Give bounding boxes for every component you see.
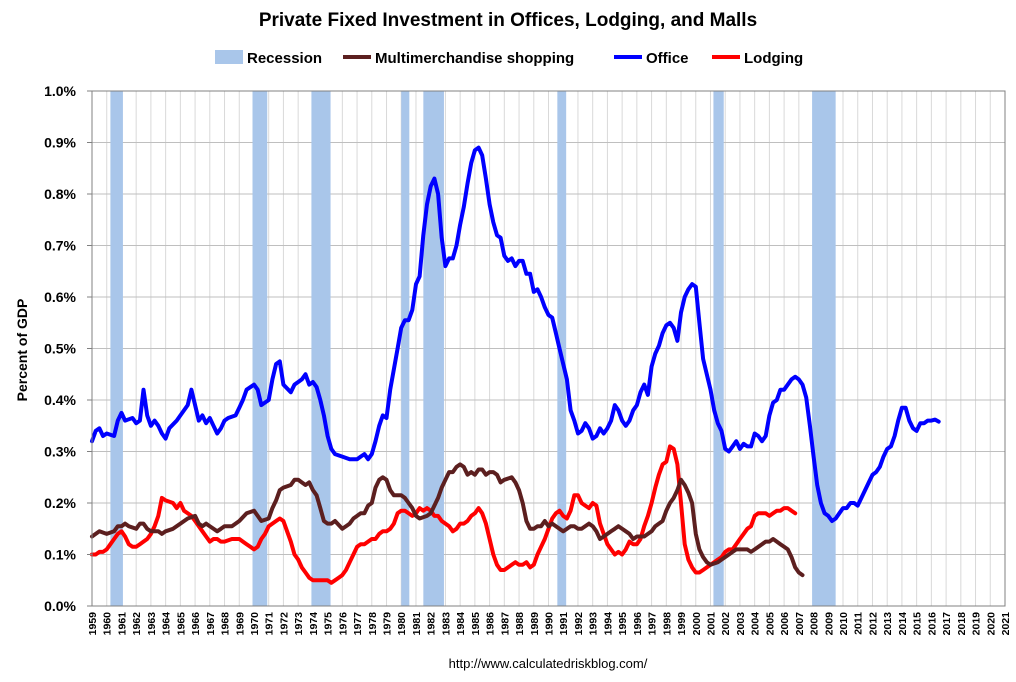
x-tick-label: 2015 xyxy=(912,612,924,636)
legend-swatch-recession xyxy=(215,50,243,64)
legend-label-recession: Recession xyxy=(247,50,322,67)
x-tick-label: 1987 xyxy=(499,612,511,636)
legend-label-lodging: Lodging xyxy=(744,50,803,67)
recession-band xyxy=(401,91,410,606)
x-tick-label: 1996 xyxy=(632,612,644,636)
x-tick-label: 1983 xyxy=(440,612,452,636)
series-line-office xyxy=(90,145,941,523)
x-tick-label: 1984 xyxy=(455,612,467,636)
plot-area xyxy=(90,90,1006,607)
x-tick-label: 1978 xyxy=(367,612,379,636)
x-tick-label: 1981 xyxy=(411,612,423,636)
x-tick-label: 1977 xyxy=(352,612,364,636)
x-tick-label: 2016 xyxy=(926,612,938,636)
x-tick-label: 1980 xyxy=(396,612,408,636)
y-tick-label: 0.6% xyxy=(44,289,76,305)
y-tick-label: 0.4% xyxy=(44,392,76,408)
x-tick-label: 2014 xyxy=(897,612,909,636)
x-tick-label: 1968 xyxy=(220,612,232,636)
legend-label-multimerchandise: Multimerchandise shopping xyxy=(375,50,574,67)
source-credit: http://www.calculatedriskblog.com/ xyxy=(449,656,648,671)
y-axis-label: Percent of GDP xyxy=(14,299,30,402)
x-tick-label: 1991 xyxy=(558,612,570,636)
x-tick-label: 2003 xyxy=(735,612,747,636)
recession-band xyxy=(557,91,567,606)
x-tick-label: 2010 xyxy=(838,612,850,636)
x-tick-label: 1994 xyxy=(602,612,614,636)
x-tick-label: 1986 xyxy=(485,612,497,636)
y-tick-label: 0.8% xyxy=(44,186,76,202)
x-tick-label: 1990 xyxy=(544,612,556,636)
y-tick-label: 0.7% xyxy=(44,238,76,254)
y-tick-label: 0.9% xyxy=(44,135,76,151)
x-tick-label: 1989 xyxy=(529,612,541,636)
x-tick-label: 2021 xyxy=(1000,612,1012,636)
recession-band xyxy=(110,91,123,606)
x-tick-label: 1997 xyxy=(647,612,659,636)
y-tick-label: 0.1% xyxy=(44,547,76,563)
x-tick-label: 2006 xyxy=(779,612,791,636)
x-tick-label: 1995 xyxy=(617,612,629,636)
x-tick-label: 2020 xyxy=(985,612,997,636)
x-tick-label: 2012 xyxy=(868,612,880,636)
recession-band xyxy=(812,91,836,606)
x-tick-label: 2001 xyxy=(706,612,718,636)
x-tick-label: 2013 xyxy=(882,612,894,636)
x-tick-label: 1993 xyxy=(588,612,600,636)
chart-title: Private Fixed Investment in Offices, Lod… xyxy=(259,10,757,31)
y-tick-label: 0.0% xyxy=(44,598,76,614)
x-tick-label: 1967 xyxy=(205,612,217,636)
x-tick-label: 2019 xyxy=(971,612,983,636)
x-tick-label: 2002 xyxy=(720,612,732,636)
y-tick-label: 0.2% xyxy=(44,495,76,511)
y-tick-label: 0.3% xyxy=(44,444,76,460)
series-line-multimerchandise-shopping xyxy=(90,462,805,578)
x-tick-label: 2005 xyxy=(764,612,776,636)
recession-bands xyxy=(110,91,836,606)
x-tick-label: 1982 xyxy=(426,612,438,636)
y-tick-label: 1.0% xyxy=(44,83,76,99)
x-tick-label: 1973 xyxy=(293,612,305,636)
y-tick-label: 0.5% xyxy=(44,341,76,357)
x-tick-label: 2017 xyxy=(941,612,953,636)
legend-label-office: Office xyxy=(646,50,689,67)
x-tick-label: 1988 xyxy=(514,612,526,636)
x-tick-label: 1964 xyxy=(161,612,173,636)
x-tick-label: 1971 xyxy=(264,612,276,636)
recession-band xyxy=(713,91,724,606)
x-tick-label: 1963 xyxy=(146,612,158,636)
x-tick-label: 2004 xyxy=(750,612,762,636)
x-tick-label: 1999 xyxy=(676,612,688,636)
x-tick-label: 1975 xyxy=(323,612,335,636)
legend: Recession Multimerchandise shopping Offi… xyxy=(215,50,803,67)
recession-band xyxy=(252,91,268,606)
recession-band xyxy=(423,91,444,606)
y-axis-ticks: 0.0% 0.1% 0.2% 0.3% 0.4% 0.5% 0.6% 0.7% 0.8% 0.9%… xyxy=(44,83,92,614)
x-tick-label: 2011 xyxy=(853,612,865,635)
x-tick-label: 1992 xyxy=(573,612,585,636)
x-tick-label: 1966 xyxy=(190,612,202,636)
x-tick-label: 1959 xyxy=(87,612,99,636)
x-tick-label: 1960 xyxy=(102,612,114,636)
x-tick-label: 1969 xyxy=(234,612,246,636)
x-tick-label: 2007 xyxy=(794,612,806,636)
x-tick-label: 1972 xyxy=(278,612,290,636)
x-tick-label: 1962 xyxy=(131,612,143,636)
x-tick-label: 1961 xyxy=(117,612,129,636)
x-tick-label: 1985 xyxy=(470,612,482,636)
x-tick-label: 2008 xyxy=(809,612,821,636)
x-axis-ticks: 1959 1960 1961 1962 1963 1964 1965 1966 1967 1968… xyxy=(87,612,1012,636)
x-tick-label: 1974 xyxy=(308,612,320,636)
series-lines xyxy=(90,145,941,585)
x-tick-label: 1979 xyxy=(382,612,394,636)
recession-band xyxy=(311,91,331,606)
x-tick-label: 2009 xyxy=(823,612,835,636)
x-tick-label: 1976 xyxy=(337,612,349,636)
x-tick-label: 1970 xyxy=(249,612,261,636)
x-tick-label: 1998 xyxy=(661,612,673,636)
x-tick-label: 2018 xyxy=(956,612,968,636)
x-tick-label: 1965 xyxy=(175,612,187,636)
x-tick-label: 2000 xyxy=(691,612,703,636)
